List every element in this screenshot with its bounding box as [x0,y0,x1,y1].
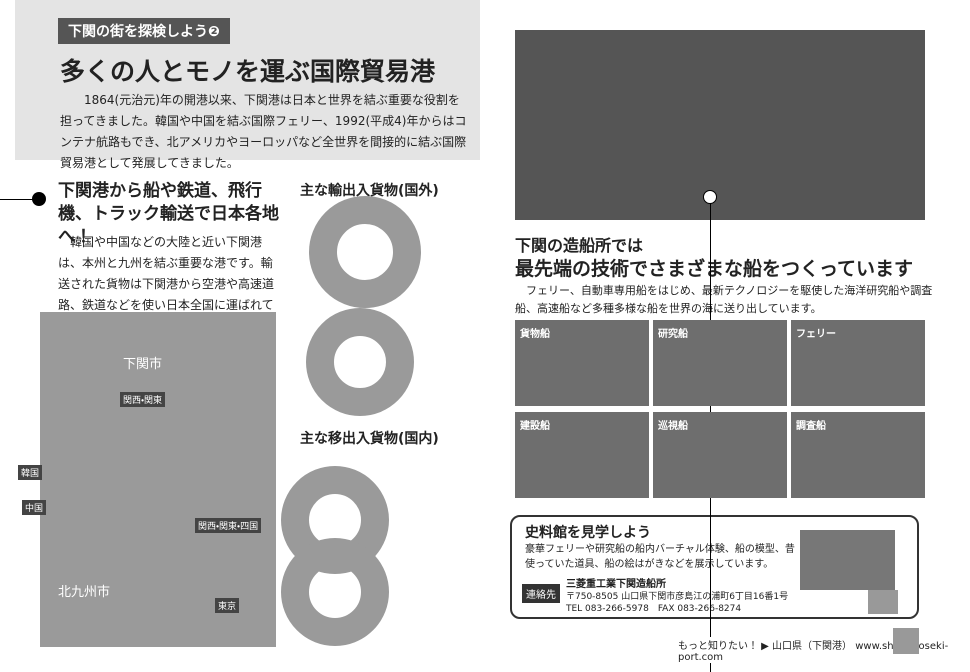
ship-body: フェリー、自動車専用船をはじめ、最新テクノロジーを駆使した海洋研究船や調査船、高… [515,282,935,318]
donut [323,210,407,294]
donut [320,322,400,402]
page: 下関の街を探検しよう❷ 多くの人とモノを運ぶ国際貿易港 1864(元治元)年の開… [0,0,970,672]
map-label: 中国 [22,500,46,515]
ship-title: 最先端の技術でさまざまな船をつくっています [515,254,913,281]
ship-heading: 下関の造船所では [515,232,643,256]
museum-body: 豪華フェリーや研究船の船内バーチャル体験、船の模型、昔使っていた道具、船の絵はが… [525,542,795,572]
museum-title: 史料館を見学しよう [525,522,651,542]
map-label: 北九州市 [55,580,113,601]
ship-label: 建設船 [520,417,550,432]
museum-name: 三菱重工業下関造船所 [566,575,666,590]
leader-circle [703,190,717,204]
map-label: 東京 [215,598,239,613]
ship-label: 研究船 [658,325,688,340]
map-label: 韓国 [18,465,42,480]
map-label: 下関市 [120,352,165,373]
shipyard-photo [515,30,925,220]
series-tag: 下関の街を探検しよう❷ [58,18,230,44]
qr-code [893,628,919,654]
ship-label: 貨物船 [520,325,550,340]
map-label: 関西・関東 [120,392,165,407]
ship-label: 調査船 [796,417,826,432]
map-label: 関西・関東・四国 [195,518,261,533]
ship-label: 巡視船 [658,417,688,432]
header-body: 1864(元治元)年の開港以来、下関港は日本と世界を結ぶ重要な役割を担ってきまし… [60,90,470,174]
donut-charts [280,180,480,650]
leader-dot [32,192,46,206]
qr-code [868,590,898,614]
museum-photo [800,530,895,590]
main-title: 多くの人とモノを運ぶ国際貿易港 [60,52,435,88]
donut [295,552,375,632]
ship-label: フェリー [796,325,836,340]
contact-tag: 連絡先 [522,584,560,603]
museum-tel: TEL 083-266-5978 FAX 083-266-8274 [566,601,741,614]
footer-text: もっと知りたい！ ▶ 山口県（下関港） www.shimonoseki-port… [678,637,970,663]
